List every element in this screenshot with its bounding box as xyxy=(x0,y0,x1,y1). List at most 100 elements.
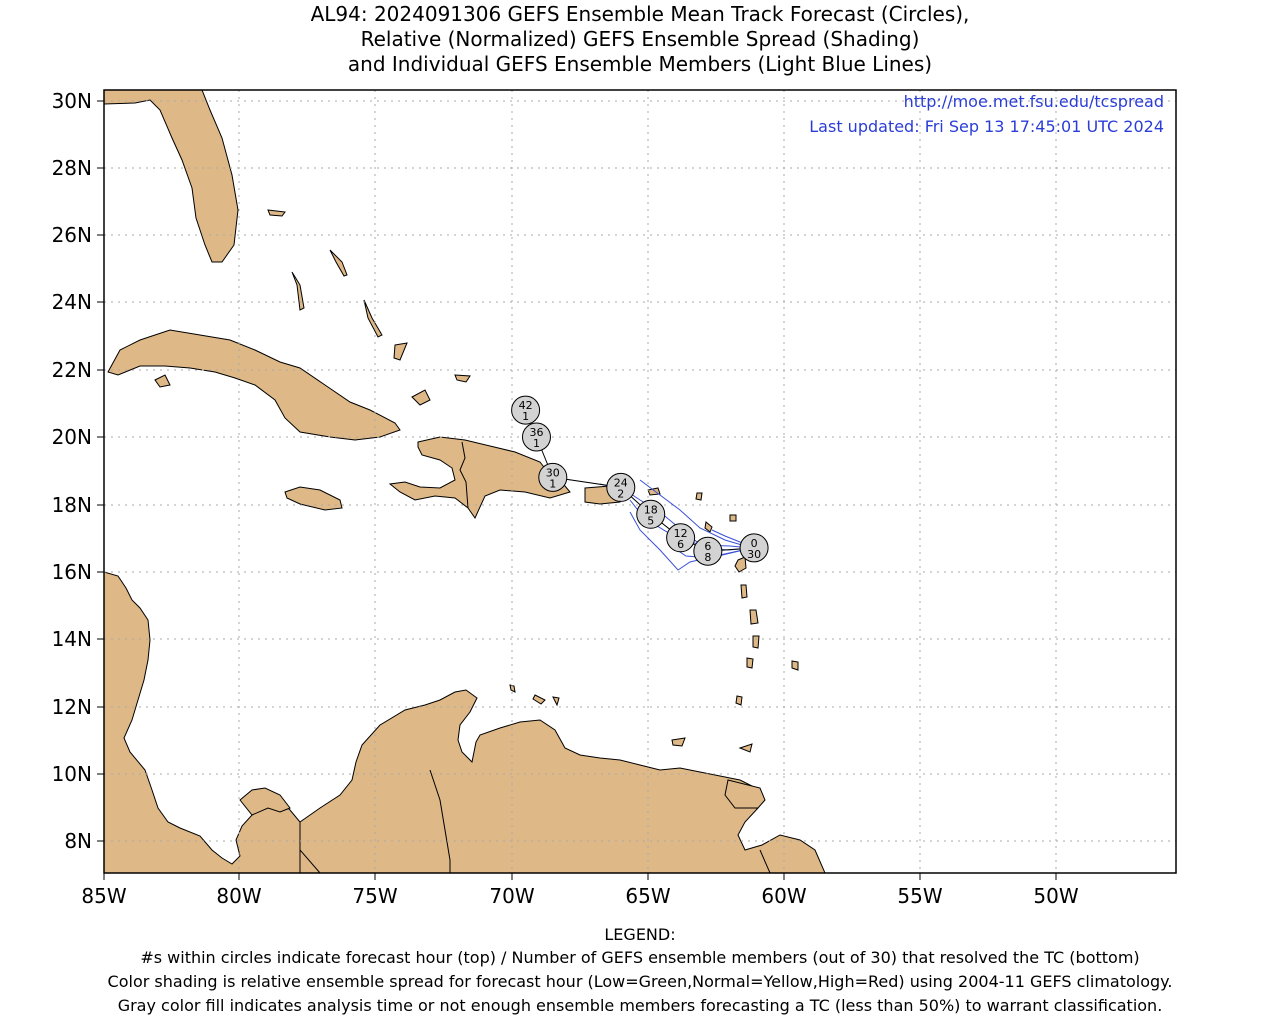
land-margarita xyxy=(671,737,686,747)
lat-label: 12N xyxy=(52,695,92,719)
member-count-label: 1 xyxy=(549,477,556,490)
lon-label: 85W xyxy=(81,884,126,908)
lon-label: 60W xyxy=(761,884,806,908)
track-marker-hour-30: 301 xyxy=(538,462,568,492)
lat-label: 20N xyxy=(52,425,92,449)
member-count-label: 8 xyxy=(704,551,711,564)
lat-label: 28N xyxy=(52,156,92,180)
track-marker-hour-24: 242 xyxy=(606,472,636,502)
land-curacao xyxy=(532,694,546,705)
forecast-hour-label: 18 xyxy=(644,503,658,516)
lat-label: 18N xyxy=(52,493,92,517)
lat-label: 8N xyxy=(64,829,92,853)
forecast-hour-label: 24 xyxy=(614,476,628,489)
track-marker-circle xyxy=(521,422,551,452)
track-marker-hour-0: 030 xyxy=(739,533,769,563)
land-bahamas-5 xyxy=(393,342,408,361)
track-marker-circle xyxy=(538,462,568,492)
track-marker-hour-36: 361 xyxy=(521,422,551,452)
longitude-labels: 85W 80W 75W 70W 65W 60W 55W 50W xyxy=(81,884,1078,908)
gridlines xyxy=(104,90,1176,873)
lat-label: 14N xyxy=(52,627,92,651)
land-antigua xyxy=(729,514,737,522)
land-bahamas-6 xyxy=(411,389,431,406)
track-marker-circle xyxy=(636,499,666,529)
lat-label: 24N xyxy=(52,290,92,314)
lat-label: 30N xyxy=(52,89,92,113)
lon-label: 80W xyxy=(216,884,261,908)
title-line-1: AL94: 2024091306 GEFS Ensemble Mean Trac… xyxy=(310,2,970,26)
lat-label: 10N xyxy=(52,762,92,786)
land-bahamas-3 xyxy=(267,209,286,217)
axis-ticks xyxy=(97,100,1057,880)
track-marker-circle xyxy=(693,536,723,566)
border-colombia-venezuela xyxy=(429,769,451,873)
latitude-labels: 30N 28N 26N 24N 22N 20N 18N 16N 14N 12N … xyxy=(52,89,92,853)
title-line-2: Relative (Normalized) GEFS Ensemble Spre… xyxy=(360,27,920,51)
land-panama xyxy=(239,787,291,816)
border-venezuela-guyana xyxy=(759,849,771,873)
country-borders xyxy=(299,441,771,873)
land-grenada xyxy=(735,695,743,706)
track-marker-circle xyxy=(739,533,769,563)
member-count-label: 30 xyxy=(747,548,761,561)
lat-label: 22N xyxy=(52,358,92,382)
land-jamaica xyxy=(284,486,343,511)
land-st-lucia xyxy=(752,635,760,649)
lon-label: 75W xyxy=(352,884,397,908)
track-marker-circle xyxy=(666,523,696,553)
land-south-america xyxy=(299,689,826,873)
track-marker-hour-12: 126 xyxy=(666,523,696,553)
land-aruba xyxy=(509,684,516,693)
legend-heading: LEGEND: xyxy=(604,925,676,944)
land-st-vincent xyxy=(746,657,754,669)
land-trinidad xyxy=(724,779,766,809)
legend-line-2: Color shading is relative ensemble sprea… xyxy=(107,972,1173,991)
legend-line-3: Gray color fill indicates analysis time … xyxy=(117,996,1163,1015)
member-line-4 xyxy=(639,479,753,549)
land-st-kitts xyxy=(704,521,713,533)
map-background xyxy=(104,90,1176,873)
land-isle-of-youth xyxy=(154,374,171,388)
land-martinique xyxy=(749,609,759,625)
forecast-hour-label: 12 xyxy=(674,527,688,540)
forecast-hour-label: 0 xyxy=(751,537,758,550)
lon-label: 65W xyxy=(625,884,670,908)
member-count-label: 1 xyxy=(533,437,540,450)
land-bahamas-7 xyxy=(454,374,471,383)
land-dominica xyxy=(740,584,748,599)
lat-label: 16N xyxy=(52,560,92,584)
member-count-label: 1 xyxy=(522,410,529,423)
land-tobago xyxy=(738,743,753,753)
land-bonaire xyxy=(552,696,560,707)
member-count-label: 6 xyxy=(677,538,684,551)
land-bahamas-2 xyxy=(329,249,348,277)
lon-label: 55W xyxy=(897,884,942,908)
track-marker-circle xyxy=(606,472,636,502)
border-haiti-dr xyxy=(459,441,469,509)
forecast-hour-label: 6 xyxy=(704,540,711,553)
source-url-link[interactable]: http://moe.met.fsu.edu/tcspread xyxy=(903,92,1164,111)
land-barbados xyxy=(791,660,799,671)
map-frame xyxy=(103,89,1177,874)
lon-label: 70W xyxy=(489,884,534,908)
track-marker-hour-6: 68 xyxy=(693,536,723,566)
member-count-label: 2 xyxy=(617,487,624,500)
track-marker-circle xyxy=(511,395,541,425)
track-marker-hour-42: 421 xyxy=(511,395,541,425)
last-updated-text: Last updated: Fri Sep 13 17:45:01 UTC 20… xyxy=(809,117,1164,136)
track-marker-hour-18: 185 xyxy=(636,499,666,529)
forecast-hour-label: 30 xyxy=(546,466,560,479)
land-anguilla xyxy=(695,492,703,501)
lon-label: 50W xyxy=(1033,884,1078,908)
border-panama-colombia xyxy=(299,822,321,873)
forecast-hour-label: 42 xyxy=(519,399,533,412)
land-bahamas-4 xyxy=(363,299,383,338)
member-count-label: 5 xyxy=(647,514,654,527)
land-florida xyxy=(104,90,239,263)
lat-label: 26N xyxy=(52,223,92,247)
forecast-hour-label: 36 xyxy=(529,426,543,439)
legend-line-1: #s within circles indicate forecast hour… xyxy=(140,948,1140,967)
